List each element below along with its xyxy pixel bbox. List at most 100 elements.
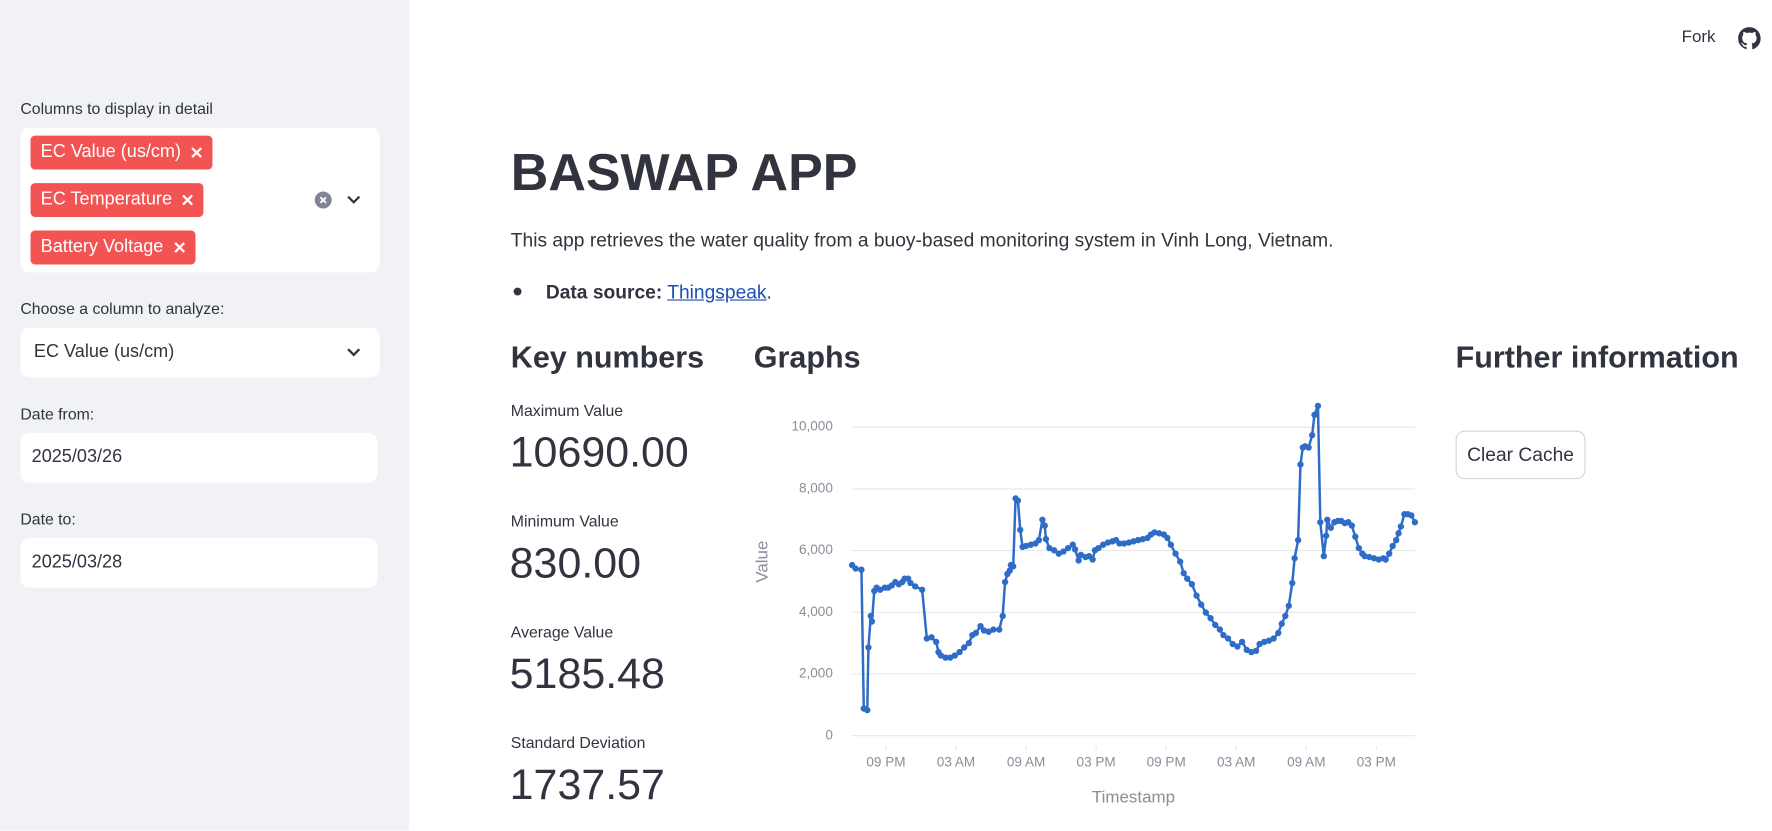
data-point [1393,536,1400,544]
data-point [951,652,959,659]
data-point [864,706,871,714]
data-point [1408,512,1415,519]
source-link[interactable]: Thingspeak [667,281,767,303]
y-tick-label: 0 [825,727,833,742]
data-point [942,654,949,661]
metric-value: 830.00 [509,540,642,588]
clear-cache-button[interactable]: Clear Cache [1455,430,1586,480]
data-point [1382,556,1389,563]
tag[interactable]: EC Value (us/cm) [30,135,213,170]
metric-label: Standard Deviation [510,733,646,752]
data-point [1010,563,1017,570]
data-point [1014,497,1022,504]
x-tick-label: 09 PM [866,754,905,769]
data-point [911,583,919,590]
x-tick-label: 09 AM [1287,754,1325,769]
data-point [1060,548,1067,555]
data-point [1006,567,1013,574]
data-point [1180,569,1187,577]
source-line: Data source: Thingspeak. [546,280,772,304]
data-point [918,586,926,593]
tag-remove[interactable] [182,194,194,206]
multiselect[interactable]: EC Value (us/cm) EC Temperature Battery … [20,127,380,273]
chart: Timestamp Value 0 2,000 4,000 6,000 8,000 10,… [752,402,1419,806]
sidebar: Columns to display in detail EC Value (u… [0,0,410,831]
data-line [851,404,1416,712]
data-point [1238,638,1246,646]
data-point [1212,621,1219,629]
metric-value: 5185.48 [509,650,665,699]
data-point [1167,541,1175,548]
data-point [1075,557,1082,564]
date-input[interactable]: 2025/03/28 [20,537,378,588]
x-tick-label: 03 AM [937,754,975,769]
y-tick-label: 10,000 [791,419,832,434]
data-point [1395,530,1402,537]
data-point [1234,643,1241,650]
tag-remove[interactable] [191,147,203,158]
data-point [977,623,984,630]
data-point [865,644,872,651]
data-point [1184,575,1191,582]
data-point [1327,524,1334,531]
description: This app retrieves the water quality fro… [510,229,1334,251]
source-label: Data source: [545,281,663,303]
data-point [1397,523,1405,530]
data-point [1282,612,1289,620]
data-point [868,618,876,625]
select[interactable]: EC Value (us/cm) [20,327,380,378]
data-point [1064,544,1072,552]
y-tick-label: 2,000 [799,666,833,681]
data-point [852,565,859,572]
chevron[interactable] [346,193,362,207]
data-point [1172,550,1179,557]
data-point [990,626,997,633]
data-point [1311,411,1318,419]
data-point [1320,552,1327,560]
data-point [1229,640,1236,648]
clear-icon[interactable] [314,191,332,209]
data-point [1348,522,1355,529]
data-point [961,644,968,651]
data-point [999,612,1006,620]
select-label: Choose a column to analyze: [20,299,225,318]
tag[interactable]: Battery Voltage [30,230,195,265]
data-point [1216,626,1224,633]
fork-link[interactable]: Fork [1681,27,1716,47]
data-point [1207,614,1214,622]
date-input[interactable]: 2025/03/26 [20,432,378,483]
bullet [513,287,522,296]
data-point [1198,601,1205,608]
tag-remove[interactable] [173,242,185,253]
data-point [1188,581,1196,588]
data-point [1001,578,1009,586]
data-point [1389,542,1396,550]
data-point [1089,556,1096,563]
github-icon[interactable] [1738,27,1761,50]
x-tick-label: 09 PM [1147,754,1186,769]
data-point [867,612,874,620]
y-axis-title: Value [752,541,771,583]
data-point [996,626,1003,633]
data-point [1278,620,1285,627]
data-point [1177,558,1184,565]
data-point [956,648,963,656]
section-title: Graphs [753,340,861,375]
data-point [1305,444,1312,451]
data-point [1355,544,1363,552]
data-point [932,638,940,646]
data-point [1289,579,1296,587]
data-point [965,639,973,647]
data-point [1411,519,1419,526]
data-point [1095,544,1102,552]
tag[interactable]: EC Temperature [30,183,204,217]
data-point [1352,533,1359,540]
section-title: Further information [1455,340,1739,375]
data-point [1224,635,1232,642]
data-point [1071,546,1079,553]
data-point [1285,602,1292,609]
x-tick-label: 03 AM [1217,754,1255,769]
data-point [1270,635,1277,642]
data-point [1035,536,1043,544]
tag-text: EC Value (us/cm) [40,142,182,162]
